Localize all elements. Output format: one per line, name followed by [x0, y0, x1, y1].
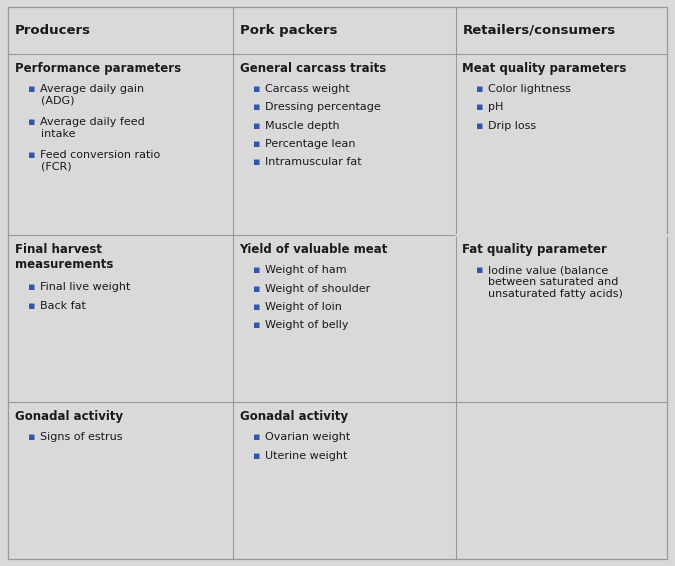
- Text: Meat quality parameters: Meat quality parameters: [462, 62, 627, 75]
- Text: Gonadal activity: Gonadal activity: [240, 410, 348, 423]
- Text: Percentage lean: Percentage lean: [265, 139, 356, 149]
- Text: ▪: ▪: [253, 157, 261, 167]
- Text: Drip loss: Drip loss: [488, 121, 536, 131]
- Text: ▪: ▪: [28, 282, 36, 293]
- Text: Final harvest
measurements: Final harvest measurements: [15, 243, 113, 271]
- Text: ▪: ▪: [476, 84, 483, 95]
- Text: ▪: ▪: [476, 102, 483, 113]
- Text: ▪: ▪: [253, 84, 261, 95]
- Text: Signs of estrus: Signs of estrus: [40, 432, 123, 443]
- Text: Weight of loin: Weight of loin: [265, 302, 342, 312]
- Text: Retailers/consumers: Retailers/consumers: [462, 24, 616, 37]
- Text: Muscle depth: Muscle depth: [265, 121, 340, 131]
- Text: Producers: Producers: [15, 24, 91, 37]
- Text: Intramuscular fat: Intramuscular fat: [265, 157, 362, 167]
- Text: Feed conversion ratio
(FCR): Feed conversion ratio (FCR): [40, 150, 161, 171]
- Text: ▪: ▪: [476, 265, 483, 276]
- Text: ▪: ▪: [253, 139, 261, 149]
- Text: ▪: ▪: [28, 84, 36, 95]
- Text: Carcass weight: Carcass weight: [265, 84, 350, 95]
- Text: Performance parameters: Performance parameters: [15, 62, 181, 75]
- Text: ▪: ▪: [253, 451, 261, 461]
- Text: Dressing percentage: Dressing percentage: [265, 102, 381, 113]
- Text: Weight of belly: Weight of belly: [265, 320, 349, 330]
- Text: Yield of valuable meat: Yield of valuable meat: [240, 243, 388, 256]
- Text: ▪: ▪: [476, 121, 483, 131]
- Text: Gonadal activity: Gonadal activity: [15, 410, 123, 423]
- Text: Ovarian weight: Ovarian weight: [265, 432, 350, 443]
- Text: ▪: ▪: [253, 102, 261, 113]
- Text: ▪: ▪: [253, 121, 261, 131]
- Text: Iodine value (balance
between saturated and
unsaturated fatty acids): Iodine value (balance between saturated …: [488, 265, 623, 299]
- Text: Average daily gain
(ADG): Average daily gain (ADG): [40, 84, 144, 106]
- Text: ▪: ▪: [28, 432, 36, 443]
- Text: ▪: ▪: [253, 265, 261, 276]
- Text: ▪: ▪: [253, 432, 261, 443]
- Text: Uterine weight: Uterine weight: [265, 451, 348, 461]
- Text: Weight of shoulder: Weight of shoulder: [265, 284, 371, 294]
- Text: pH: pH: [488, 102, 504, 113]
- Text: Fat quality parameter: Fat quality parameter: [462, 243, 608, 256]
- Text: ▪: ▪: [253, 284, 261, 294]
- Text: General carcass traits: General carcass traits: [240, 62, 386, 75]
- Text: ▪: ▪: [28, 301, 36, 311]
- Text: ▪: ▪: [253, 320, 261, 330]
- Text: Pork packers: Pork packers: [240, 24, 337, 37]
- Text: Color lightness: Color lightness: [488, 84, 571, 95]
- Text: Weight of ham: Weight of ham: [265, 265, 347, 276]
- Text: ▪: ▪: [28, 150, 36, 160]
- Text: Final live weight: Final live weight: [40, 282, 131, 293]
- Text: Back fat: Back fat: [40, 301, 86, 311]
- Text: Average daily feed
intake: Average daily feed intake: [40, 117, 145, 139]
- Text: ▪: ▪: [28, 117, 36, 127]
- Text: ▪: ▪: [253, 302, 261, 312]
